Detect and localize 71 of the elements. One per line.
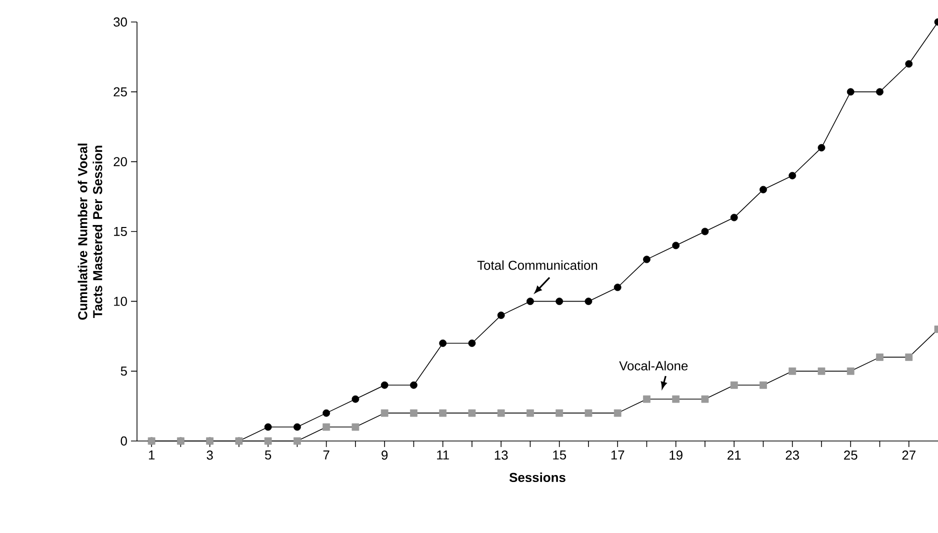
point [497, 312, 505, 319]
point [264, 437, 272, 445]
point [730, 214, 738, 222]
point [294, 437, 301, 445]
point [643, 256, 650, 264]
point [846, 367, 854, 375]
y-tick-label: 5 [120, 366, 127, 376]
x-tick-label: 17 [611, 450, 624, 460]
point [439, 340, 447, 347]
x-tick-label: 1 [148, 450, 155, 460]
y-tick-label: 0 [120, 436, 127, 446]
x-tick-label: 5 [264, 450, 272, 460]
point [701, 228, 709, 236]
point [788, 367, 796, 375]
point [439, 409, 447, 417]
x-tick-label: 9 [382, 450, 388, 460]
point [905, 60, 913, 68]
point [614, 284, 622, 292]
point [672, 395, 680, 403]
point [410, 409, 418, 417]
point [380, 381, 388, 389]
text: Vocal-Alone [619, 360, 688, 370]
point [468, 409, 476, 417]
point [556, 409, 564, 417]
x-tick-label: 11 [437, 450, 449, 460]
y-tick-label: 25 [114, 87, 127, 96]
x-tick-label: 15 [553, 450, 566, 460]
x-tick-label: 7 [323, 450, 330, 460]
y-axis-title: Cumulative Number of Vocal Tacts Mastered Per Session [78, 144, 102, 320]
point [294, 423, 301, 431]
y-tick-label: 30 [114, 17, 127, 27]
point [352, 423, 360, 431]
point [556, 298, 564, 306]
point [264, 423, 272, 431]
y-tick-label: 10 [114, 296, 127, 306]
point [760, 381, 767, 389]
point [352, 395, 360, 403]
point [614, 409, 622, 417]
point [818, 367, 826, 375]
x-tick-label: 3 [206, 450, 213, 460]
x-tick-label: 25 [844, 450, 858, 460]
x-tick-label: 23 [786, 450, 800, 460]
y-tick-label: 15 [114, 226, 127, 236]
point [526, 298, 534, 306]
x-axis-title: Sessions [509, 472, 566, 482]
point [584, 298, 592, 306]
point [322, 423, 330, 431]
x-tick-label: 13 [494, 450, 508, 460]
point [846, 88, 854, 96]
point [672, 242, 680, 250]
y-tick-label: 20 [114, 157, 127, 166]
point [876, 354, 884, 361]
point [410, 381, 418, 389]
point [876, 88, 884, 96]
point [818, 144, 826, 152]
point [584, 409, 592, 417]
point [468, 340, 476, 347]
x-tick-label: 19 [670, 450, 682, 460]
point [730, 381, 738, 389]
series-label: Total Communication [477, 260, 598, 270]
x-tick-label: 27 [902, 450, 916, 460]
point [526, 409, 534, 417]
point [760, 186, 767, 194]
point [380, 409, 388, 417]
point [701, 395, 709, 403]
point [788, 172, 796, 180]
point [497, 409, 505, 417]
point [905, 354, 913, 361]
point [322, 409, 330, 417]
point [643, 395, 650, 403]
x-tick-label: 21 [728, 450, 741, 460]
